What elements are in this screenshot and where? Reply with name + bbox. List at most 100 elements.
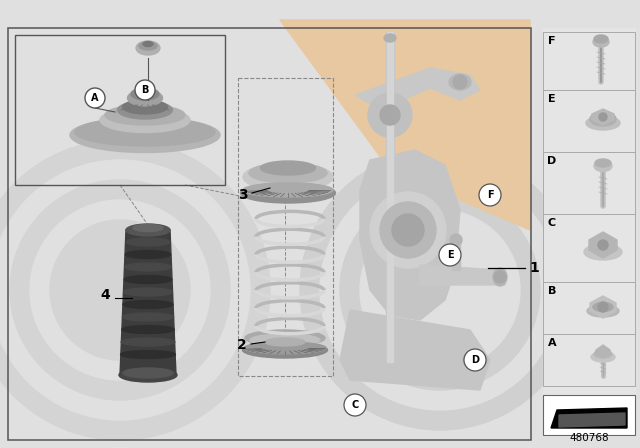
Circle shape xyxy=(479,184,501,206)
Ellipse shape xyxy=(449,74,471,90)
Ellipse shape xyxy=(593,37,609,47)
Circle shape xyxy=(320,170,560,410)
Text: E: E xyxy=(548,94,556,104)
Bar xyxy=(386,32,394,362)
Circle shape xyxy=(360,210,520,370)
Ellipse shape xyxy=(127,90,163,106)
Ellipse shape xyxy=(123,368,173,378)
Circle shape xyxy=(370,192,446,268)
Ellipse shape xyxy=(125,263,172,271)
Circle shape xyxy=(85,88,105,108)
Ellipse shape xyxy=(265,338,305,346)
Ellipse shape xyxy=(463,351,487,369)
Bar xyxy=(543,334,635,386)
Circle shape xyxy=(340,190,540,390)
Polygon shape xyxy=(355,68,480,110)
Text: C: C xyxy=(548,218,556,228)
Ellipse shape xyxy=(119,368,177,382)
Ellipse shape xyxy=(124,288,172,296)
Polygon shape xyxy=(280,20,530,230)
Ellipse shape xyxy=(241,183,335,203)
Text: B: B xyxy=(141,85,148,95)
Text: B: B xyxy=(548,286,556,296)
Ellipse shape xyxy=(587,305,619,317)
Circle shape xyxy=(598,240,608,250)
Text: 4: 4 xyxy=(100,288,110,302)
Ellipse shape xyxy=(121,338,175,346)
Bar xyxy=(387,32,393,362)
Ellipse shape xyxy=(591,352,615,362)
Circle shape xyxy=(380,202,436,258)
Polygon shape xyxy=(590,296,616,318)
Circle shape xyxy=(30,200,210,380)
Ellipse shape xyxy=(245,330,325,346)
Ellipse shape xyxy=(243,183,333,197)
Text: D: D xyxy=(547,156,557,166)
Circle shape xyxy=(464,349,486,371)
Ellipse shape xyxy=(122,326,174,333)
Bar xyxy=(543,395,635,435)
Bar xyxy=(8,28,531,440)
Circle shape xyxy=(598,302,608,312)
Ellipse shape xyxy=(243,342,328,358)
Bar xyxy=(15,35,225,185)
Ellipse shape xyxy=(595,159,611,167)
Ellipse shape xyxy=(122,100,168,114)
Ellipse shape xyxy=(493,268,507,286)
Ellipse shape xyxy=(120,350,175,358)
Polygon shape xyxy=(551,408,627,428)
Ellipse shape xyxy=(593,302,613,311)
Polygon shape xyxy=(589,232,617,258)
Circle shape xyxy=(50,220,190,360)
Ellipse shape xyxy=(123,301,173,309)
Polygon shape xyxy=(559,413,625,427)
Ellipse shape xyxy=(133,224,163,232)
Polygon shape xyxy=(120,230,176,375)
Circle shape xyxy=(376,101,404,129)
Bar xyxy=(543,214,635,282)
Ellipse shape xyxy=(143,42,153,47)
Ellipse shape xyxy=(70,117,220,152)
Ellipse shape xyxy=(105,105,185,125)
Bar xyxy=(543,90,635,152)
Circle shape xyxy=(392,214,424,246)
Polygon shape xyxy=(596,345,610,358)
Ellipse shape xyxy=(75,118,215,146)
Circle shape xyxy=(0,140,270,440)
Text: A: A xyxy=(92,93,99,103)
Circle shape xyxy=(380,105,400,125)
Circle shape xyxy=(344,394,366,416)
Ellipse shape xyxy=(384,34,396,42)
Text: C: C xyxy=(351,400,358,410)
Bar xyxy=(238,78,333,376)
Ellipse shape xyxy=(136,41,160,55)
Ellipse shape xyxy=(243,163,333,191)
Ellipse shape xyxy=(125,250,171,258)
Ellipse shape xyxy=(126,224,170,236)
Bar xyxy=(543,28,635,436)
Polygon shape xyxy=(592,109,614,125)
Text: 1: 1 xyxy=(529,261,539,275)
Circle shape xyxy=(0,160,250,420)
Ellipse shape xyxy=(131,88,159,100)
Circle shape xyxy=(372,97,408,133)
Ellipse shape xyxy=(139,42,157,50)
Ellipse shape xyxy=(584,244,622,260)
Ellipse shape xyxy=(590,112,616,126)
Ellipse shape xyxy=(250,334,320,346)
Circle shape xyxy=(453,75,467,89)
Text: E: E xyxy=(447,250,453,260)
Text: D: D xyxy=(471,355,479,365)
Ellipse shape xyxy=(249,163,327,183)
Ellipse shape xyxy=(100,108,190,133)
Ellipse shape xyxy=(126,238,170,246)
Circle shape xyxy=(135,80,155,100)
Text: 2: 2 xyxy=(237,338,247,352)
Bar xyxy=(543,282,635,334)
Bar xyxy=(543,32,635,90)
Ellipse shape xyxy=(594,35,608,43)
Polygon shape xyxy=(420,265,505,285)
Circle shape xyxy=(300,150,580,430)
Text: A: A xyxy=(548,338,556,348)
Text: F: F xyxy=(548,36,556,46)
